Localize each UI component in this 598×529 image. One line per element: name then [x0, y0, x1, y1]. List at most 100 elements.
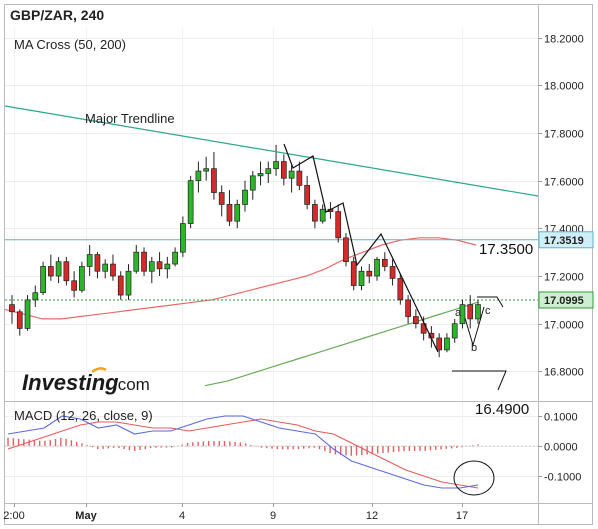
candle-up [125, 270, 132, 296]
price-tick-label: 17.8000 [544, 129, 584, 141]
candle-up [86, 254, 93, 267]
candle-up [172, 251, 178, 265]
candle-down [350, 261, 357, 286]
candle-up [444, 337, 450, 351]
ma50-line [4, 237, 477, 320]
candle-up [195, 170, 202, 181]
candle-up [459, 304, 466, 325]
lower-target-label: 16.4900 [475, 401, 529, 418]
price-tick-label: 18.0000 [544, 81, 584, 93]
chart-title: GBP/ZAR, 240 [10, 7, 104, 23]
logo-swoosh [91, 367, 107, 373]
price-tick-label: 17.0000 [544, 320, 584, 332]
candle-up [102, 263, 109, 272]
ma200-line [204, 301, 479, 387]
indicator-label: MA Cross (50, 200) [14, 37, 126, 52]
candle-down [211, 168, 217, 193]
candle-down [9, 304, 15, 313]
candle-up [242, 189, 248, 205]
candle-up [374, 258, 380, 277]
candle-down [141, 251, 147, 272]
lower-target-bracket [452, 370, 507, 391]
candle-down [218, 192, 225, 205]
candle-down [16, 311, 23, 329]
macd-tick-label: -0.1000 [544, 472, 581, 484]
candle-down [381, 258, 388, 267]
price-tick-label: 16.8000 [544, 367, 584, 379]
candle-down [156, 261, 163, 270]
candle-up [475, 304, 481, 320]
upper-target-bracket [477, 296, 504, 308]
candle-down [117, 275, 124, 296]
candle-up [164, 263, 171, 270]
text-layer: Major Trendline a b c 17.3500 16.4900 GBP/ZAR,… [10, 7, 533, 423]
candle-up [288, 170, 295, 179]
macd-tick-label: 0.0000 [544, 442, 578, 454]
macd-line [7, 415, 479, 489]
macd-tick-label: 0.1000 [544, 412, 578, 424]
candle-down [405, 299, 411, 317]
candle-down [343, 237, 349, 263]
zigzag-pattern [283, 143, 439, 353]
candle-down [63, 261, 70, 282]
candle-up [358, 270, 365, 286]
candle-down [94, 254, 101, 272]
candles-layer [9, 144, 481, 358]
candle-down [397, 278, 404, 301]
candle-up [273, 161, 279, 170]
upper-target-label: 17.3500 [479, 241, 533, 258]
candle-up [319, 208, 326, 222]
price-tick-label: 17.2000 [544, 272, 584, 284]
axes-layer: 18.200018.000017.800017.600017.400017.20… [3, 4, 594, 525]
candle-down [467, 304, 474, 320]
price-tag-label: 17.0995 [544, 295, 584, 307]
candle-down [312, 204, 318, 222]
macd-crossover-circle [453, 460, 495, 496]
indicator-layer [4, 237, 538, 489]
macd-title: MACD (12, 26, close, 9) [14, 408, 153, 423]
price-tick-label: 18.2000 [544, 34, 584, 46]
candle-down [280, 161, 287, 179]
trendline-label: Major Trendline [85, 111, 175, 126]
candle-down [436, 337, 443, 351]
annotation-layer [4, 105, 539, 496]
logo-word: Investing [22, 370, 119, 395]
candle-up [32, 292, 39, 301]
candle-up [265, 168, 272, 174]
candle-up [451, 323, 458, 339]
candle-down [304, 185, 310, 205]
price-tick-label: 17.6000 [544, 177, 584, 189]
time-tick-label: May [75, 510, 97, 522]
candle-up [180, 223, 186, 253]
candle-up [55, 261, 62, 277]
investing-logo: Investing.com [22, 367, 150, 395]
candle-down [413, 316, 419, 325]
time-tick-label: 17 [456, 510, 468, 522]
candle-down [71, 280, 77, 291]
candle-up [234, 204, 241, 222]
candle-up [187, 180, 194, 224]
candle-down [366, 270, 373, 277]
price-tag-box [538, 291, 594, 309]
candle-up [148, 261, 155, 272]
price-tag-box [538, 231, 594, 249]
candle-down [389, 266, 396, 279]
time-tick-label: 4 [179, 510, 185, 522]
candle-up [79, 266, 85, 291]
candle-down [110, 263, 116, 277]
logo-suffix: .com [113, 375, 150, 394]
pattern-label-b: b [471, 342, 477, 354]
candle-down [47, 266, 54, 277]
abc-pattern [464, 306, 485, 347]
time-tick-label: 12 [366, 510, 378, 522]
candle-down [226, 204, 233, 222]
time-tick-label: 2:00 [3, 510, 24, 522]
candle-up [257, 173, 264, 177]
candle-up [249, 175, 256, 191]
pattern-label-a: a [455, 307, 462, 319]
candle-down [335, 211, 342, 239]
candle-up [133, 251, 140, 272]
major-trendline [4, 105, 539, 197]
candle-up [40, 266, 46, 294]
